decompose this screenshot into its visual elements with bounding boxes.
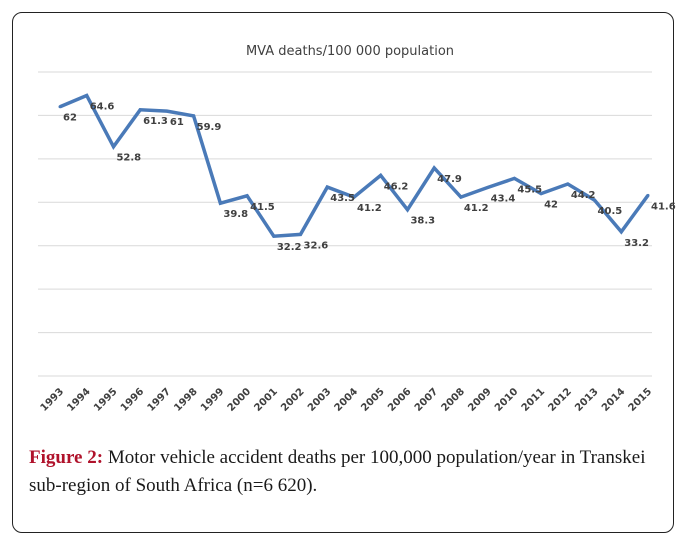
- x-tick-2015: 2015: [627, 386, 654, 413]
- data-point-2012: [566, 182, 570, 186]
- line-chart: MVA deaths/100 000 population 62 64.6 52.8…: [38, 44, 676, 414]
- data-label-2014: 33.2: [624, 238, 649, 249]
- x-tick-2014: 2014: [600, 386, 627, 413]
- x-tick-2007: 2007: [413, 386, 440, 413]
- data-label-2005: 46.2: [384, 181, 409, 192]
- data-label-2011: 42: [544, 200, 558, 211]
- data-point-1995: [111, 145, 115, 149]
- data-label-2007: 47.9: [437, 174, 462, 185]
- data-point-2010: [512, 176, 516, 180]
- data-label-2002: 32.6: [304, 240, 329, 251]
- data-label-1999: 39.8: [223, 209, 248, 220]
- data-label-2009: 43.4: [491, 194, 516, 205]
- x-tick-2008: 2008: [440, 386, 467, 413]
- x-tick-2002: 2002: [279, 386, 306, 413]
- series-line: [58, 93, 650, 239]
- data-label-2004: 41.2: [357, 203, 382, 214]
- x-tick-1997: 1997: [146, 386, 173, 413]
- data-labels: 62 64.6 52.8 61.3 61 59.9 39.841.5 32.2 32.6 43.5…: [63, 101, 676, 253]
- data-point-2005: [379, 173, 383, 177]
- data-point-2002: [299, 232, 303, 236]
- data-point-1998: [192, 114, 196, 118]
- data-point-1996: [138, 108, 142, 112]
- x-tick-2010: 2010: [493, 386, 520, 413]
- figure-caption: Figure 2: Motor vehicle accident deaths …: [29, 444, 669, 500]
- x-tick-2001: 2001: [252, 386, 279, 413]
- data-point-2013: [593, 198, 597, 202]
- data-point-2011: [539, 192, 543, 196]
- data-point-1993: [58, 105, 62, 109]
- data-point-2015: [646, 193, 650, 197]
- x-tick-1993: 1993: [39, 386, 66, 413]
- data-label-2013: 40.5: [598, 206, 623, 217]
- data-point-1997: [165, 109, 169, 113]
- data-label-2003: 43.5: [330, 193, 355, 204]
- data-label-1997: 61: [170, 117, 184, 128]
- x-tick-2000: 2000: [226, 386, 253, 413]
- x-tick-2009: 2009: [466, 386, 493, 413]
- data-label-1998: 59.9: [197, 122, 222, 133]
- data-point-1999: [218, 201, 222, 205]
- data-label-2000: 41.5: [250, 202, 275, 213]
- data-point-2007: [432, 166, 436, 170]
- data-label-2010: 45.5: [517, 184, 542, 195]
- data-point-2000: [245, 194, 249, 198]
- data-label-2015: 41.6: [651, 201, 676, 212]
- x-tick-2006: 2006: [386, 386, 413, 413]
- x-tick-2012: 2012: [546, 386, 573, 413]
- x-tick-1996: 1996: [119, 386, 146, 413]
- data-point-2014: [619, 230, 623, 234]
- x-tick-2004: 2004: [333, 386, 360, 413]
- figure-frame: [12, 12, 674, 533]
- data-label-1994: 64.6: [90, 101, 115, 112]
- x-tick-1998: 1998: [172, 386, 199, 413]
- x-tick-2003: 2003: [306, 386, 333, 413]
- caption-lead: Figure 2:: [29, 447, 104, 468]
- x-tick-2013: 2013: [573, 386, 600, 413]
- data-label-1993: 62: [63, 113, 77, 124]
- data-label-1995: 52.8: [116, 153, 141, 164]
- x-tick-2005: 2005: [359, 386, 386, 413]
- x-tick-1995: 1995: [92, 386, 119, 413]
- x-tick-1994: 1994: [65, 386, 92, 413]
- data-point-2008: [459, 195, 463, 199]
- data-point-2006: [405, 208, 409, 212]
- data-point-2004: [352, 195, 356, 199]
- data-point-2009: [486, 186, 490, 190]
- x-axis-tick-labels: 1993 1994 1995 1996 1997 1998 1999 2000 2001 2002…: [39, 386, 654, 413]
- data-point-1994: [85, 93, 89, 97]
- data-label-2008: 41.2: [464, 203, 489, 214]
- data-point-2001: [272, 234, 276, 238]
- data-label-1996: 61.3: [143, 116, 168, 127]
- data-label-2006: 38.3: [410, 216, 435, 227]
- gridlines: [38, 71, 652, 377]
- chart-title: MVA deaths/100 000 population: [246, 44, 454, 59]
- data-label-2012: 44.2: [571, 190, 596, 201]
- x-tick-1999: 1999: [199, 386, 226, 413]
- caption-text: Motor vehicle accident deaths per 100,00…: [29, 447, 646, 496]
- data-point-2003: [325, 185, 329, 189]
- data-label-2001: 32.2: [277, 242, 302, 253]
- x-tick-2011: 2011: [520, 386, 547, 413]
